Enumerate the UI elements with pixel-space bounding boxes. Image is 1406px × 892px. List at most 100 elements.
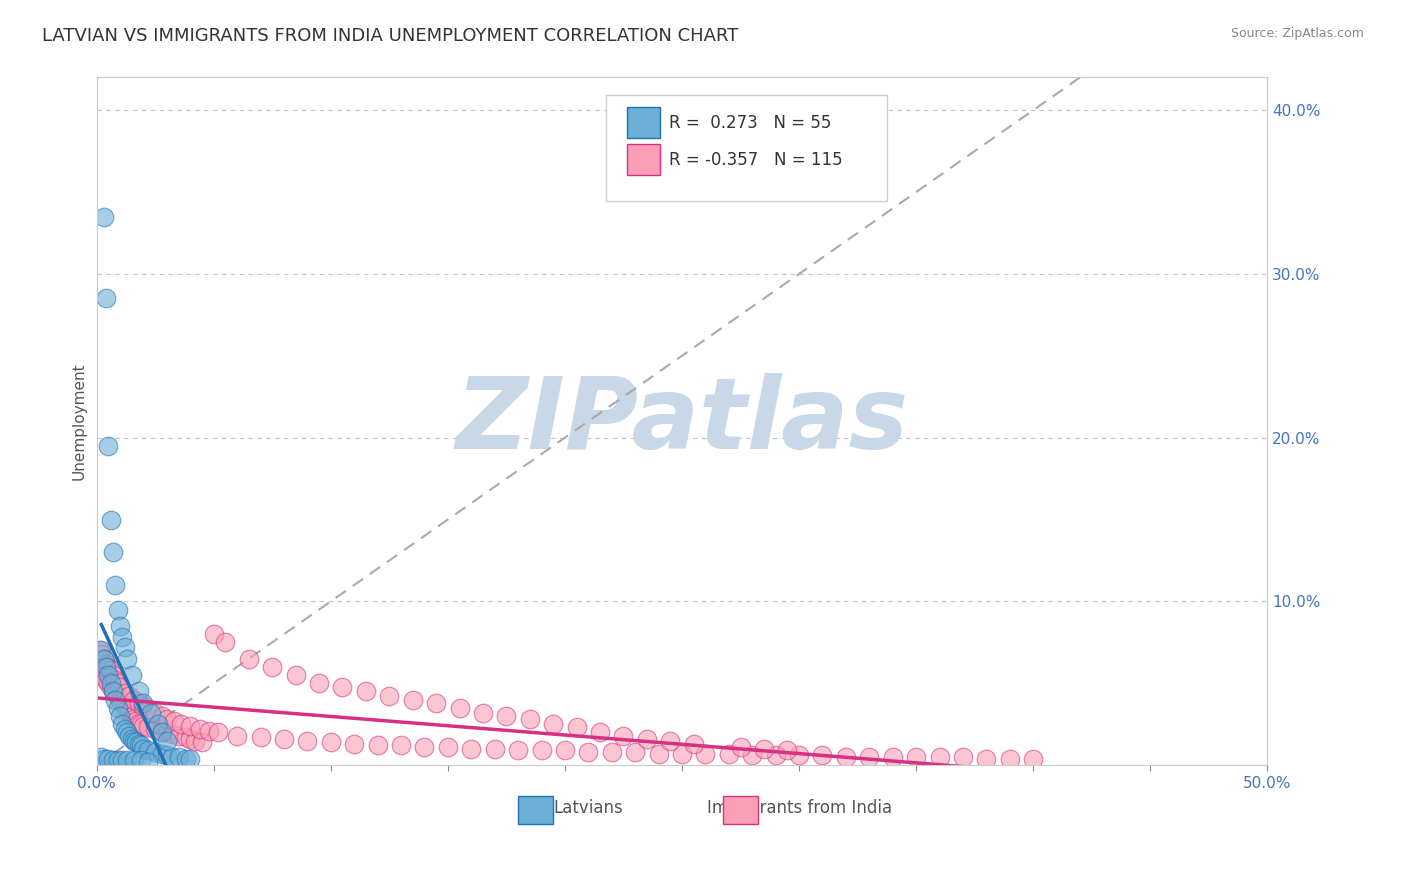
Point	[97, 751, 120, 765]
Point	[160, 727, 183, 741]
Point	[122, 753, 145, 767]
FancyBboxPatch shape	[627, 107, 659, 138]
Point	[108, 692, 131, 706]
Point	[636, 731, 658, 746]
Point	[150, 709, 173, 723]
Point	[101, 682, 124, 697]
Point	[167, 750, 190, 764]
Point	[472, 706, 495, 720]
Point	[297, 733, 319, 747]
FancyBboxPatch shape	[723, 796, 758, 823]
Point	[143, 722, 166, 736]
Text: R =  0.273   N = 55: R = 0.273 N = 55	[669, 114, 831, 132]
Point	[143, 706, 166, 720]
Point	[624, 745, 647, 759]
Point	[425, 696, 447, 710]
Point	[378, 690, 401, 704]
Point	[125, 735, 148, 749]
Point	[115, 753, 138, 767]
Point	[179, 751, 201, 765]
Point	[191, 735, 214, 749]
Point	[100, 680, 122, 694]
Point	[214, 635, 236, 649]
Point	[928, 750, 950, 764]
Point	[811, 748, 834, 763]
Point	[108, 680, 131, 694]
Point	[332, 680, 354, 694]
Point	[150, 725, 173, 739]
Point	[156, 748, 179, 763]
Point	[94, 657, 117, 671]
Point	[998, 751, 1021, 765]
Point	[787, 748, 810, 763]
Point	[413, 740, 436, 755]
Point	[198, 723, 221, 738]
Point	[104, 578, 127, 592]
Point	[107, 602, 129, 616]
Point	[101, 684, 124, 698]
Point	[122, 712, 145, 726]
Point	[179, 719, 201, 733]
Point	[118, 690, 141, 704]
Point	[94, 673, 117, 687]
Point	[125, 714, 148, 728]
Point	[179, 731, 201, 746]
Point	[146, 717, 169, 731]
Text: LATVIAN VS IMMIGRANTS FROM INDIA UNEMPLOYMENT CORRELATION CHART: LATVIAN VS IMMIGRANTS FROM INDIA UNEMPLO…	[42, 27, 738, 45]
Point	[97, 676, 120, 690]
Point	[262, 660, 284, 674]
Point	[115, 725, 138, 739]
Point	[460, 741, 482, 756]
Point	[226, 729, 249, 743]
Text: R = -0.357   N = 115: R = -0.357 N = 115	[669, 151, 842, 169]
Point	[111, 753, 134, 767]
Point	[121, 731, 143, 746]
Point	[93, 668, 115, 682]
Text: Source: ZipAtlas.com: Source: ZipAtlas.com	[1230, 27, 1364, 40]
Point	[184, 733, 207, 747]
Point	[104, 686, 127, 700]
Point	[111, 696, 134, 710]
Point	[389, 739, 412, 753]
Point	[122, 733, 145, 747]
Point	[132, 699, 155, 714]
Point	[121, 709, 143, 723]
Point	[449, 700, 471, 714]
Point	[576, 745, 599, 759]
Point	[565, 721, 588, 735]
Point	[319, 735, 342, 749]
Point	[108, 619, 131, 633]
Point	[100, 663, 122, 677]
Point	[108, 709, 131, 723]
Text: Immigrants from India: Immigrants from India	[706, 799, 891, 817]
Point	[600, 745, 623, 759]
Point	[167, 729, 190, 743]
Point	[554, 743, 576, 757]
Point	[659, 733, 682, 747]
Point	[519, 712, 541, 726]
Point	[111, 631, 134, 645]
Point	[132, 696, 155, 710]
Point	[128, 737, 150, 751]
Point	[93, 210, 115, 224]
Point	[589, 725, 612, 739]
Point	[90, 643, 112, 657]
Point	[107, 676, 129, 690]
Point	[730, 740, 752, 755]
Point	[1022, 751, 1045, 765]
FancyBboxPatch shape	[606, 95, 887, 202]
Point	[143, 745, 166, 759]
Point	[437, 740, 460, 755]
Point	[93, 751, 115, 765]
Point	[647, 747, 669, 761]
Point	[118, 729, 141, 743]
Point	[87, 660, 110, 674]
FancyBboxPatch shape	[517, 796, 553, 823]
Point	[484, 741, 506, 756]
Point	[115, 651, 138, 665]
Point	[93, 651, 115, 665]
Point	[136, 755, 159, 769]
Point	[541, 717, 564, 731]
Point	[129, 717, 152, 731]
FancyBboxPatch shape	[627, 145, 659, 175]
